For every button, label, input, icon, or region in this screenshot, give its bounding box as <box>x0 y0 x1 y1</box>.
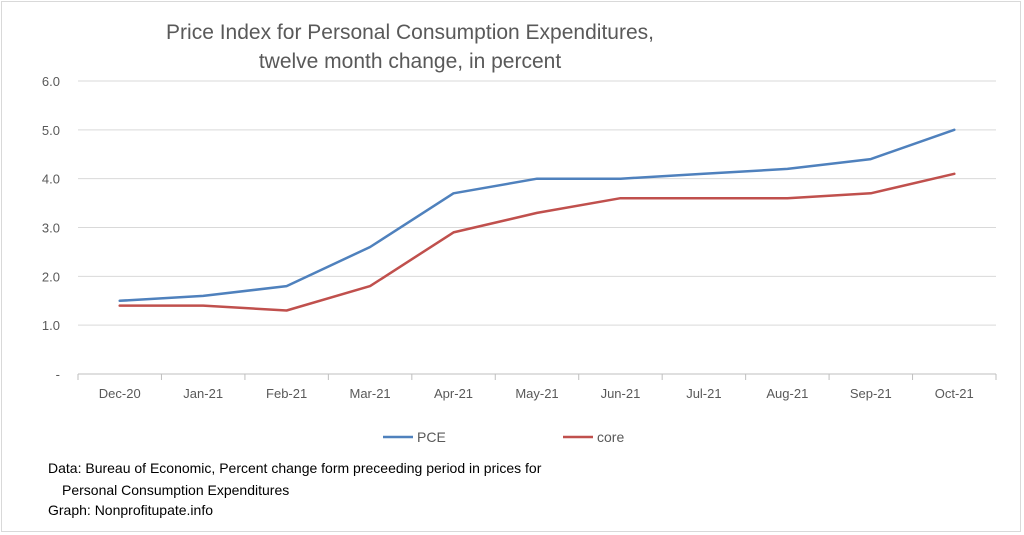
chart-title-line-2: twelve month change, in percent <box>258 50 562 73</box>
x-tick-label: Sep-21 <box>850 386 892 401</box>
x-tick-label: Feb-21 <box>266 386 307 401</box>
x-tick-label: Mar-21 <box>349 386 390 401</box>
series-line-pce <box>118 128 956 303</box>
y-tick-label: 2.0 <box>42 269 60 284</box>
x-tick-label: Oct-21 <box>935 386 974 401</box>
y-tick-label: 6.0 <box>42 74 60 89</box>
x-tick-label: Aug-21 <box>766 386 808 401</box>
source-note-continued: Personal Consumption Expenditures <box>62 482 290 498</box>
source-note: Data: Bureau of Economic, Percent change… <box>48 460 542 476</box>
chart-title-line-1: Price Index for Personal Consumption Exp… <box>166 21 654 44</box>
x-tick-label: Apr-21 <box>434 386 473 401</box>
y-tick-label: 5.0 <box>42 123 60 138</box>
y-tick-label: 3.0 <box>42 221 60 236</box>
graph-credit: Graph: Nonprofitupate.info <box>48 502 213 518</box>
series-line-core <box>118 172 956 312</box>
legend-label-pce: PCE <box>417 429 446 445</box>
x-tick-label: Jun-21 <box>601 386 641 401</box>
x-tick-label: Jan-21 <box>183 386 223 401</box>
y-tick-label: 4.0 <box>42 172 60 187</box>
x-tick-label: Dec-20 <box>99 386 141 401</box>
y-tick-label: - <box>56 367 60 382</box>
legend-label-core: core <box>597 429 624 445</box>
x-tick-label: Jul-21 <box>686 386 721 401</box>
x-tick-label: May-21 <box>515 386 558 401</box>
y-tick-label: 1.0 <box>42 318 60 333</box>
